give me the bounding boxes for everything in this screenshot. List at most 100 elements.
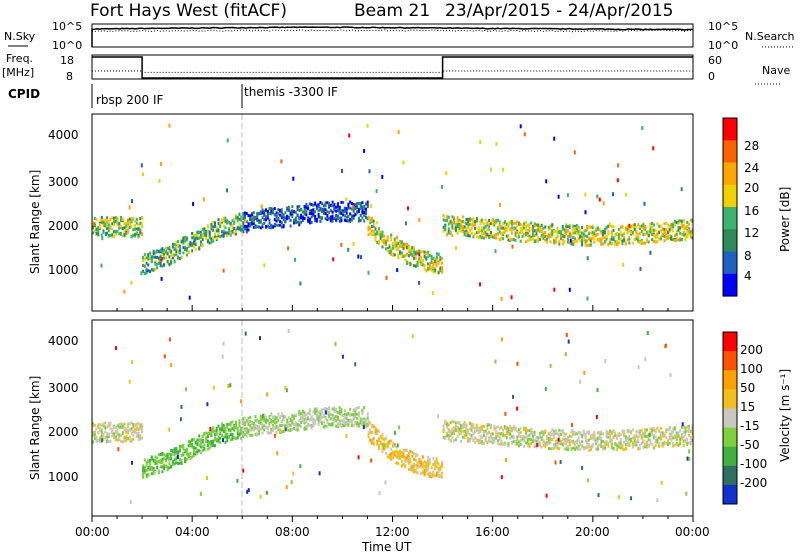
velocity-mark xyxy=(106,435,108,439)
velocity-mark xyxy=(236,436,239,440)
velocity-mark xyxy=(259,421,262,425)
velocity-mark xyxy=(342,424,345,427)
power-mark xyxy=(428,264,431,268)
velocity-mark xyxy=(528,442,531,446)
velocity-mark xyxy=(92,440,94,444)
velocity-mark xyxy=(272,415,274,419)
velocity-mark xyxy=(624,436,627,439)
velocity-mark xyxy=(352,413,355,417)
velocity-mark xyxy=(581,445,584,449)
velocity-mark xyxy=(447,428,450,432)
power-mark xyxy=(568,232,571,236)
velocity-mark xyxy=(192,451,195,455)
power-mark xyxy=(212,239,215,243)
velocity-mark xyxy=(229,438,232,442)
velocity-mark xyxy=(198,439,201,443)
velocity-mark xyxy=(135,435,138,438)
velocity-colorbar-swatch xyxy=(723,370,737,390)
power-mark xyxy=(347,215,350,218)
velocity-sparse-mark xyxy=(357,455,360,460)
power-mark xyxy=(386,247,389,251)
velocity-mark xyxy=(321,415,324,419)
power-mark xyxy=(444,219,447,223)
velocity-mark xyxy=(349,407,352,411)
power-mark xyxy=(623,232,626,236)
power-mark xyxy=(175,250,178,253)
power-mark xyxy=(120,219,122,222)
power-mark xyxy=(366,200,369,204)
velocity-mark xyxy=(369,438,372,442)
power-mark xyxy=(229,233,232,237)
power-mark xyxy=(184,239,187,243)
power-sparse-mark xyxy=(652,146,655,151)
power-mark xyxy=(338,216,341,220)
velocity-mark xyxy=(581,440,584,444)
velocity-sparse-mark xyxy=(500,475,503,480)
velocity-sparse-mark xyxy=(394,430,397,435)
power-mark xyxy=(149,256,152,260)
power-mark xyxy=(191,249,194,253)
power-mark xyxy=(340,211,343,215)
velocity-mark xyxy=(214,433,216,437)
power-mark xyxy=(319,206,322,210)
velocity-mark xyxy=(638,433,641,437)
power-mark xyxy=(300,220,303,224)
velocity-mark xyxy=(166,455,169,458)
velocity-mark xyxy=(196,442,199,446)
x-tick-0800: 08:00 xyxy=(275,525,310,539)
velocity-mark xyxy=(672,436,675,440)
power-mark xyxy=(215,229,218,233)
power-mark xyxy=(258,212,260,216)
power-mark xyxy=(588,225,591,229)
velocity-mark xyxy=(525,427,527,431)
power-sparse-mark xyxy=(352,204,355,209)
velocity-mark xyxy=(208,440,211,444)
power-mark xyxy=(416,263,419,267)
velocity-sparse-mark xyxy=(664,343,667,348)
velocity-mark xyxy=(586,430,589,434)
power-mark xyxy=(577,225,580,229)
power-mark xyxy=(111,227,114,231)
power-mark xyxy=(199,243,202,247)
power-mark xyxy=(556,229,559,233)
power-mark xyxy=(551,233,554,237)
power-sparse-mark xyxy=(612,192,614,197)
power-mark xyxy=(349,200,352,204)
velocity-mark xyxy=(619,438,622,441)
velocity-mark xyxy=(434,474,437,478)
velocity-mark xyxy=(404,448,407,452)
power-sparse-mark xyxy=(584,210,587,215)
power-mark xyxy=(400,240,403,244)
velocity-mark xyxy=(150,472,153,476)
velocity-mark xyxy=(307,424,310,428)
power-mark xyxy=(379,236,382,240)
power-mark xyxy=(407,245,410,249)
power-mark xyxy=(120,232,122,236)
velocity-mark xyxy=(558,447,561,451)
power-sparse-mark xyxy=(608,222,611,227)
power-mark xyxy=(203,227,206,231)
velocity-mark xyxy=(310,415,313,419)
velocity-mark xyxy=(99,423,101,427)
x-tick-0000: 00:00 xyxy=(75,525,110,539)
power-sparse-mark xyxy=(188,295,191,300)
velocity-mark xyxy=(161,451,164,455)
power-mark xyxy=(314,210,317,214)
velocity-mark xyxy=(407,459,410,463)
power-mark xyxy=(385,247,387,251)
velocity-mark xyxy=(212,440,215,444)
velocity-mark xyxy=(402,448,405,452)
power-mark xyxy=(363,214,366,217)
power-mark xyxy=(303,216,306,220)
power-mark xyxy=(546,240,548,244)
power-mark xyxy=(493,223,496,227)
velocity-mark xyxy=(319,420,322,423)
velocity-mark xyxy=(454,425,457,429)
power-mark xyxy=(284,216,287,220)
power-mark xyxy=(335,214,338,218)
velocity-mark xyxy=(356,421,359,425)
freq-panel-frame xyxy=(91,54,694,80)
power-mark xyxy=(654,228,657,232)
power-mark xyxy=(491,235,494,239)
power-mark xyxy=(121,218,124,221)
